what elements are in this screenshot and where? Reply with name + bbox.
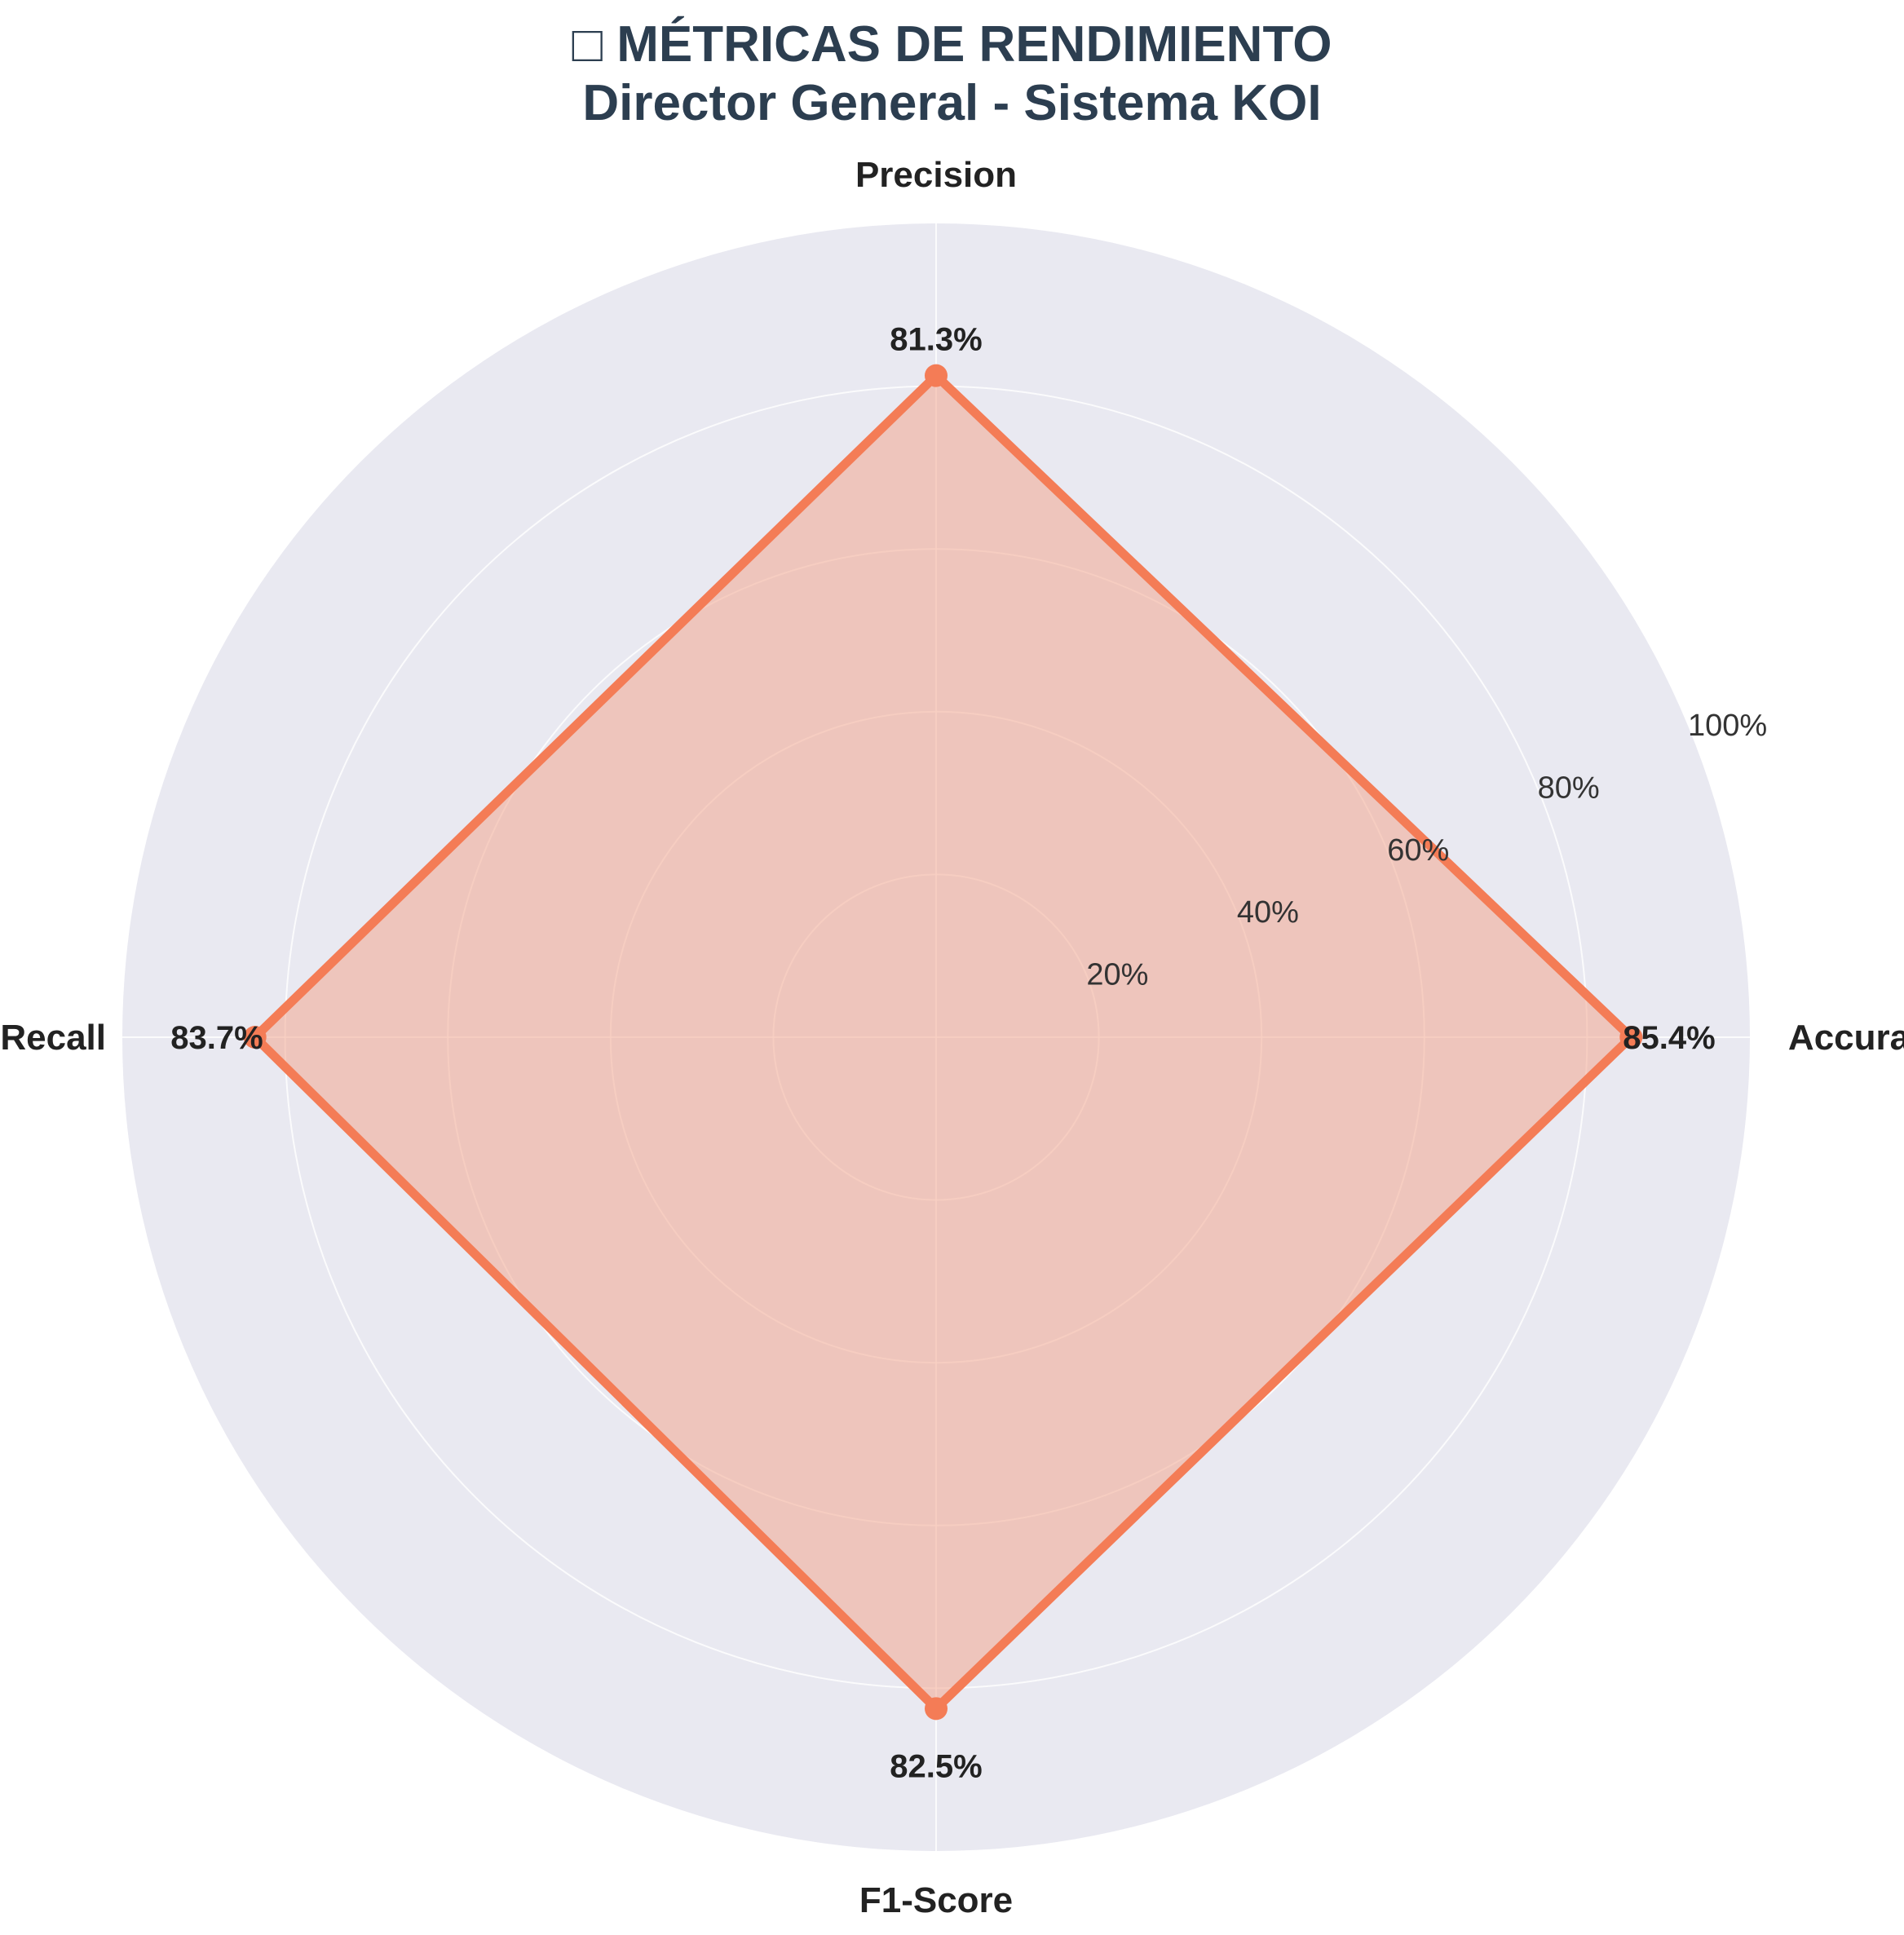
data-point-recall bbox=[243, 1026, 267, 1049]
data-label-accuracy: 85.4% bbox=[1623, 1020, 1715, 1056]
radial-tick-label-40: 40% bbox=[1237, 895, 1299, 930]
category-label-recall: Recall bbox=[0, 1018, 106, 1058]
data-point-accuracy bbox=[1619, 1026, 1643, 1049]
radial-tick-label-20: 20% bbox=[1086, 958, 1148, 992]
data-point-f1-score bbox=[925, 1697, 948, 1721]
data-label-f1-score: 82.5% bbox=[890, 1748, 982, 1784]
data-point-precision bbox=[925, 364, 948, 387]
category-label-f1-score: F1-Score bbox=[859, 1880, 1013, 1920]
chart-title-line-2: Director General - Sistema KOI bbox=[582, 75, 1322, 131]
data-label-precision: 81.3% bbox=[890, 322, 982, 358]
category-label-precision: Precision bbox=[855, 155, 1017, 195]
radial-tick-label-layer: 20% 40% 60% 80% 100% bbox=[1086, 709, 1767, 992]
data-label-recall: 83.7% bbox=[170, 1020, 263, 1056]
category-label-accuracy: Accuracy bbox=[1788, 1018, 1904, 1058]
chart-title-line-1: □ MÉTRICAS DE RENDIMIENTO bbox=[572, 16, 1332, 73]
category-label-layer: Accuracy Precision Recall F1-Score bbox=[0, 155, 1904, 1920]
radial-tick-label-100: 100% bbox=[1688, 709, 1767, 743]
radial-tick-label-80: 80% bbox=[1538, 771, 1600, 805]
series-layer bbox=[243, 364, 1643, 1721]
radial-tick-label-60: 60% bbox=[1387, 833, 1449, 868]
data-label-layer: 85.4% 81.3% 83.7% 82.5% bbox=[170, 322, 1715, 1785]
